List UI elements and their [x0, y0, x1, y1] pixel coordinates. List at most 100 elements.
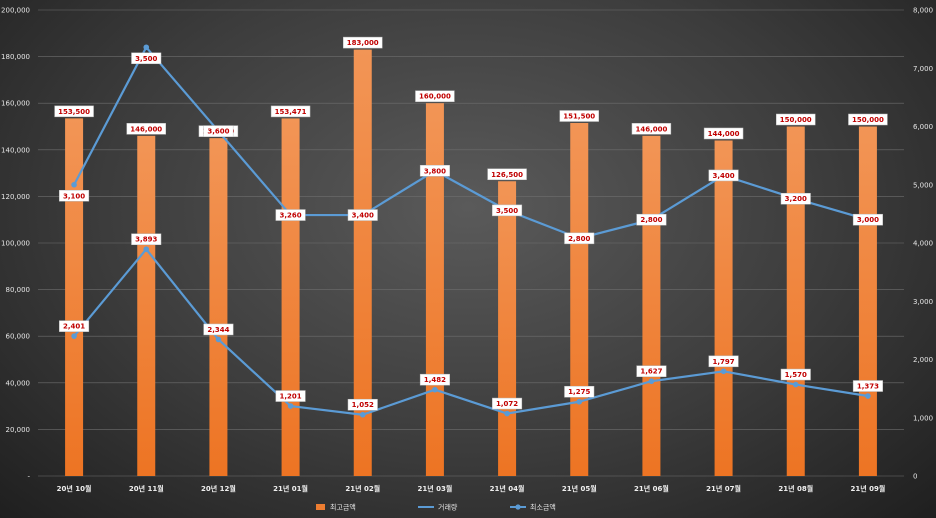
bar-data-label-box [270, 105, 311, 118]
min-price-data-label-box [203, 125, 234, 137]
y-left-tick-label: 100,000 [1, 240, 30, 248]
y-right-tick-label: 8,000 [913, 7, 933, 15]
min-price-data-label: 3,500 [135, 55, 157, 63]
series-line [73, 248, 869, 416]
data-point [720, 368, 727, 375]
volume-data-label: 2,401 [63, 323, 85, 331]
volume-data-label-box [564, 385, 595, 398]
data-point [504, 410, 510, 417]
bar [786, 126, 805, 476]
bar-data-label-box [126, 123, 166, 135]
bar [498, 181, 517, 476]
volume-data-label: 1,570 [785, 371, 807, 379]
bar [65, 118, 84, 476]
volume-data-label: 1,052 [352, 401, 374, 409]
bar-data-label: 126,500 [491, 171, 523, 179]
y-right-tick-label: 0 [913, 473, 917, 481]
data-point [215, 336, 222, 343]
y-left-tick-label: 20,000 [6, 426, 31, 434]
min-price-data-label: 2,800 [568, 235, 590, 243]
bar-data-label: 144,000 [708, 130, 740, 138]
volume-data-label-box [347, 398, 378, 411]
bar-data-label-box [54, 105, 94, 118]
min-price-data-label-box [347, 209, 378, 221]
min-price-data-label: 3,100 [63, 192, 85, 200]
min-price-data-label-box [275, 209, 306, 221]
data-point [143, 44, 150, 51]
volume-data-label-box [131, 233, 162, 245]
y-right-tick-label: 1,000 [913, 414, 933, 422]
volume-data-label-box [419, 373, 450, 386]
volume-data-label-box [59, 320, 90, 332]
bar [281, 118, 300, 476]
bar [425, 103, 444, 476]
volume-data-label-box [852, 380, 883, 392]
min-price-data-label: 3,600 [207, 128, 229, 136]
x-tick-label: 21년 06월 [634, 484, 669, 493]
y-left-tick-label: 200,000 [1, 7, 30, 15]
volume-data-label: 1,627 [640, 368, 662, 376]
series-line [73, 46, 869, 240]
bar-data-label-box [559, 110, 599, 122]
bar-data-label: 183,000 [347, 39, 379, 47]
x-tick-label: 21년 07월 [706, 484, 741, 493]
data-point [432, 386, 438, 393]
bar-data-label: 153,471 [275, 108, 307, 116]
data-point [143, 246, 150, 253]
bar-data-label-box [703, 127, 744, 140]
legend-marker [515, 504, 521, 510]
y-right-tick-label: 7,000 [913, 65, 933, 73]
bar-data-label: 146,000 [635, 125, 667, 133]
y-right-tick-label: 4,000 [913, 240, 933, 248]
volume-data-label: 1,373 [857, 383, 879, 391]
data-point [865, 393, 871, 399]
x-tick-label: 20년 11월 [129, 484, 164, 493]
bar [137, 135, 156, 476]
min-price-data-label-box [564, 232, 595, 245]
bar-data-label-box [415, 90, 455, 102]
min-price-data-label: 3,260 [280, 212, 302, 220]
volume-data-label-box [492, 397, 523, 410]
y-right-tick-label: 5,000 [913, 181, 933, 189]
volume-data-label-box [636, 365, 667, 377]
y-left-tick-label: - [27, 473, 30, 481]
bar [642, 135, 661, 476]
y-right-tick-label: 3,000 [913, 298, 933, 306]
x-tick-label: 21년 02월 [345, 484, 380, 493]
min-price-data-label: 3,200 [785, 195, 807, 203]
x-tick-label: 21년 08월 [778, 484, 813, 493]
min-price-data-label-box [492, 204, 523, 217]
data-point [792, 381, 799, 388]
min-price-data-label: 3,400 [713, 172, 735, 180]
data-point [71, 333, 77, 339]
bar-data-label: 153,500 [58, 108, 90, 116]
bar-data-label: 151,500 [563, 113, 595, 121]
data-point [287, 403, 294, 409]
bar-data-label-box [776, 113, 816, 126]
volume-data-label: 3,893 [135, 236, 157, 244]
y-right-tick-label: 2,000 [913, 356, 933, 364]
min-price-data-label-box [419, 165, 450, 177]
x-tick-label: 20년 10월 [57, 484, 92, 493]
min-price-data-label-box [780, 192, 811, 205]
legend-label: 최고금액 [330, 503, 356, 512]
min-price-data-label-box [636, 213, 667, 226]
bar [714, 140, 733, 477]
min-price-data-label-box [852, 213, 883, 226]
volume-data-label-box [275, 390, 306, 402]
x-tick-label: 21년 01월 [273, 484, 308, 493]
y-left-tick-label: 180,000 [1, 53, 30, 61]
legend-label: 최소금액 [530, 503, 556, 512]
volume-data-label-box [780, 368, 811, 381]
bar-data-label-box [343, 36, 383, 49]
bar-data-label-box [848, 113, 888, 126]
y-left-tick-label: 40,000 [6, 379, 31, 387]
data-point [648, 378, 655, 385]
volume-data-label: 1,482 [424, 376, 446, 384]
bar-data-label-box [487, 168, 527, 181]
legend-label: 거래량 [438, 503, 458, 512]
volume-data-label: 1,201 [280, 393, 302, 401]
min-price-data-label-box [131, 52, 162, 65]
